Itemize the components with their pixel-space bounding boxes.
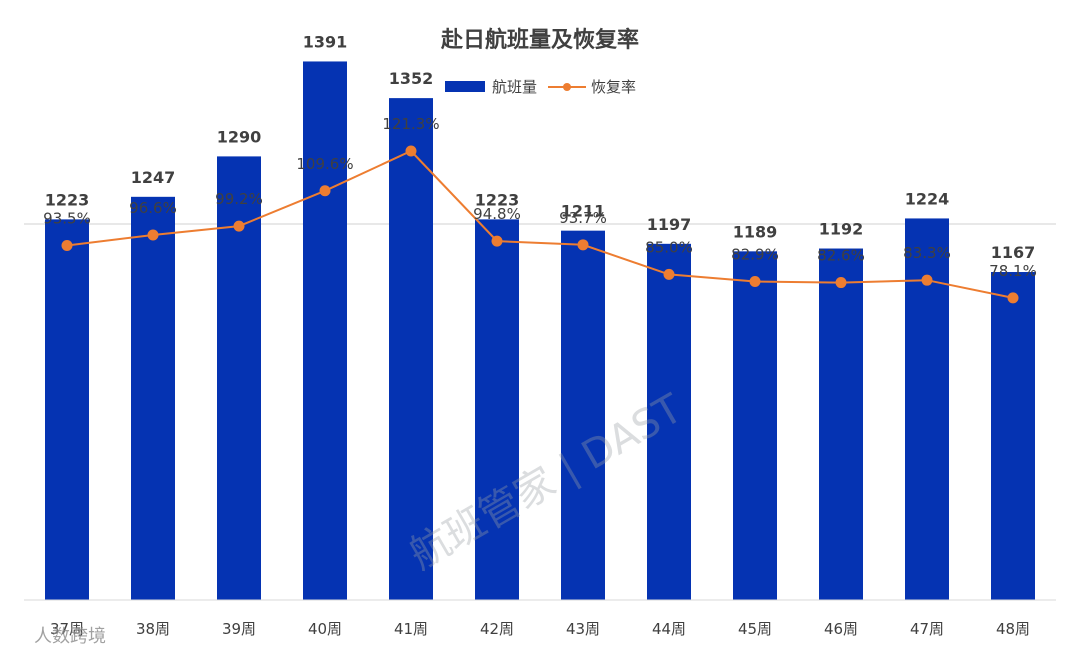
legend: 航班量 恢复率 [445, 78, 636, 96]
rate-point [233, 220, 245, 232]
rate-value-label: 109.6% [296, 155, 353, 173]
chart-title: 赴日航班量及恢复率 [440, 27, 639, 53]
x-tick-label: 40周 [308, 620, 342, 638]
x-tick-label: 44周 [652, 620, 686, 638]
legend-bar-swatch [445, 81, 485, 92]
rate-point [61, 240, 73, 251]
x-tick-label: 42周 [480, 620, 514, 638]
bar [819, 248, 863, 600]
rate-value-label: 83.3% [903, 244, 951, 262]
rate-value-label: 96.6% [129, 199, 177, 217]
x-tick-label: 38周 [136, 620, 170, 638]
bar [45, 219, 89, 600]
bar-value-label: 1192 [819, 220, 864, 239]
rate-value-label: 99.2% [215, 190, 263, 208]
x-tick-label: 47周 [910, 620, 944, 638]
rate-point [749, 276, 761, 288]
bar-value-label: 1223 [475, 190, 520, 209]
rate-point [835, 277, 847, 289]
x-tick-label: 46周 [824, 620, 858, 638]
x-tick-label: 43周 [566, 620, 600, 638]
x-tick-label: 41周 [394, 620, 428, 638]
rate-line [66, 149, 1014, 299]
rate-point [491, 235, 503, 247]
bar-value-label: 1197 [647, 215, 692, 234]
rate-value-label: 121.3% [382, 115, 439, 133]
bar-value-label: 1211 [561, 202, 606, 221]
bar [131, 196, 175, 600]
rate-value-label: 82.6% [817, 247, 865, 265]
x-tick-label: 37周 [50, 620, 84, 638]
bar [561, 230, 605, 600]
bar-labels: 1223 1247 1290 1391 1352 1223 1211 1197 1189 1192… [45, 32, 1036, 262]
rate-value-label: 94.8% [473, 205, 521, 223]
rate-point [663, 268, 675, 280]
bar-value-label: 1290 [217, 127, 262, 146]
legend-line-label: 恢复率 [591, 78, 636, 96]
bar [303, 61, 347, 600]
rate-labels: 93.5% 96.6% 99.2% 109.6% 121.3% 94.8% 93.7% 85.… [43, 115, 1037, 280]
bar-value-label: 1223 [45, 190, 90, 209]
rate-point [1007, 292, 1019, 304]
legend-line-marker [563, 83, 571, 91]
rate-value-label: 85.0% [645, 238, 693, 256]
corner-watermark: 人数跨境 [34, 626, 106, 647]
x-tick-label: 45周 [738, 620, 772, 638]
rate-value-label: 78.1% [989, 262, 1037, 280]
bar [475, 219, 519, 600]
rate-point [319, 185, 331, 197]
rate-value-label: 82.9% [731, 246, 779, 264]
bar [647, 243, 691, 600]
x-axis-ticks: 37周 38周 39周 40周 41周 42周 43周 44周 45周 46周 47周 48周 [50, 620, 1030, 638]
x-tick-label: 39周 [222, 620, 256, 638]
bar [733, 251, 777, 600]
bar-value-label: 1391 [303, 32, 348, 51]
rate-value-label: 93.5% [43, 210, 91, 228]
rate-point [577, 239, 589, 251]
x-tick-label: 48周 [996, 620, 1030, 638]
bar [991, 272, 1035, 600]
rate-point [147, 229, 159, 241]
bar-value-label: 1352 [389, 69, 434, 88]
bar-value-label: 1247 [131, 168, 176, 187]
bar-value-label: 1189 [733, 222, 778, 241]
legend-bar-label: 航班量 [492, 78, 537, 96]
rate-point [405, 145, 417, 157]
bar-value-label: 1167 [991, 243, 1036, 262]
bar [389, 98, 433, 601]
bar-series [45, 61, 1035, 601]
rate-value-label: 93.7% [559, 209, 607, 227]
bar-value-label: 1224 [905, 189, 950, 208]
rate-points [61, 145, 1019, 304]
rate-point [921, 274, 933, 286]
